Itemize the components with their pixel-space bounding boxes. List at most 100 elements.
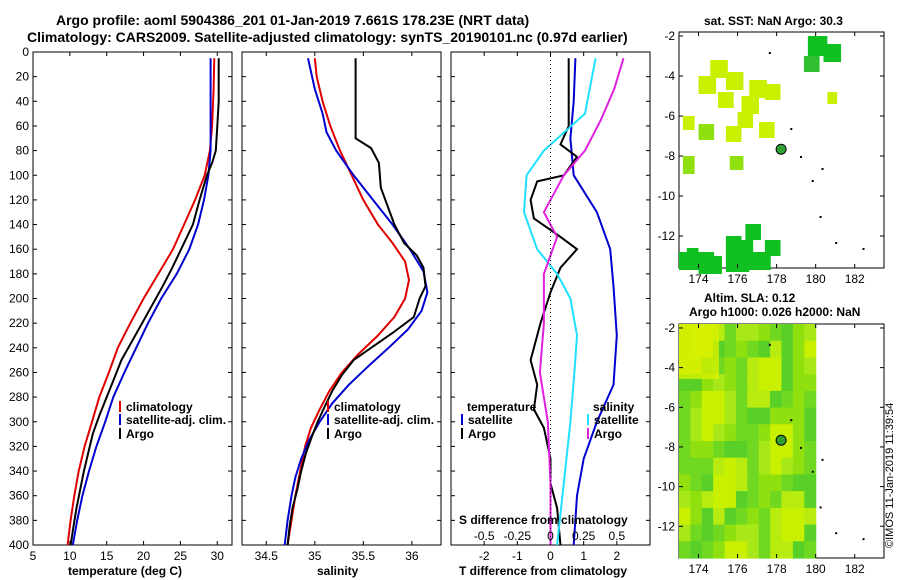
plot-frame bbox=[241, 51, 442, 546]
sst-cell bbox=[737, 112, 754, 128]
sla-cell bbox=[679, 374, 691, 392]
sla-cell bbox=[770, 507, 783, 526]
sla-cell bbox=[713, 541, 726, 559]
y-tick-label: -6 bbox=[664, 109, 675, 123]
legend-label-climatology: climatology bbox=[334, 400, 401, 414]
sla-cell bbox=[735, 340, 748, 359]
sst-map-title: sat. SST: NaN Argo: 30.3 bbox=[704, 14, 843, 28]
sla-cell bbox=[713, 507, 726, 526]
sla-cell bbox=[758, 507, 771, 526]
sla-cell bbox=[701, 390, 714, 409]
x-tick-label: 182 bbox=[845, 562, 865, 576]
sla-cell bbox=[713, 374, 726, 392]
legend-label-t-argo: Argo bbox=[468, 427, 496, 441]
sla-cell bbox=[701, 441, 714, 459]
sla-cell bbox=[713, 524, 726, 542]
y-tick-label: -8 bbox=[664, 440, 675, 454]
sla-cell bbox=[770, 340, 783, 359]
x-tick-label: 2 bbox=[613, 549, 620, 563]
sla-cell bbox=[735, 374, 748, 392]
island-mark bbox=[790, 128, 793, 130]
difference-legend-salinity: salinity satellite Argo bbox=[587, 400, 639, 441]
x-tick-label: 182 bbox=[845, 272, 865, 286]
difference-panel: -2 -1 0 1 2 -0.5 -0.25 0 0.25 0.5 bbox=[450, 51, 651, 563]
sla-cell bbox=[724, 340, 737, 359]
y-tick-label: 20 bbox=[16, 70, 30, 84]
sst-cell bbox=[682, 116, 695, 130]
sla-cell bbox=[770, 407, 783, 425]
y-tick-label: -6 bbox=[664, 400, 675, 414]
x-tick-label: 0 bbox=[547, 549, 554, 563]
sla-cell bbox=[679, 541, 691, 559]
sla-cell bbox=[770, 524, 783, 542]
x-tick-label: 36 bbox=[405, 549, 419, 563]
s-x-tick-label: -0.25 bbox=[504, 529, 532, 543]
sla-cell bbox=[735, 541, 748, 559]
sst-cell bbox=[823, 44, 842, 62]
sla-cell bbox=[804, 491, 817, 509]
sla-cell bbox=[804, 390, 817, 409]
legend-title-salinity: salinity bbox=[593, 400, 635, 414]
sla-cell bbox=[735, 424, 748, 442]
legend-label-t-satellite: satellite bbox=[468, 413, 513, 427]
x-tick-label: 15 bbox=[100, 549, 114, 563]
sla-cell bbox=[735, 390, 748, 409]
y-tick-label: 120 bbox=[9, 193, 29, 207]
sla-cell bbox=[781, 424, 794, 442]
sla-cell bbox=[701, 507, 714, 526]
series-line-t-satellite bbox=[569, 58, 618, 546]
sla-cell bbox=[804, 441, 817, 459]
x-tick-label: 174 bbox=[689, 562, 709, 576]
island-mark bbox=[800, 156, 803, 158]
sla-cell bbox=[781, 457, 794, 476]
sla-cell bbox=[690, 457, 703, 476]
salinity-legend: climatology satellite-adj. clim. Argo bbox=[327, 400, 434, 441]
sla-cell bbox=[770, 457, 783, 476]
y-tick-label: -12 bbox=[658, 229, 676, 243]
sla-cell bbox=[735, 407, 748, 425]
y-tick-label: -10 bbox=[658, 480, 676, 494]
sla-cell bbox=[781, 324, 794, 342]
sst-cell bbox=[807, 36, 828, 56]
sla-map-title-line1: Altim. SLA: 0.12 bbox=[704, 291, 796, 305]
x-tick-label: 180 bbox=[806, 562, 826, 576]
sla-cell bbox=[735, 507, 748, 526]
sla-cell bbox=[690, 424, 703, 442]
island-mark bbox=[768, 343, 771, 346]
sla-cell bbox=[690, 407, 703, 425]
sla-cell bbox=[758, 441, 771, 459]
argo-location-marker bbox=[775, 143, 787, 155]
y-tick-label: 60 bbox=[16, 119, 30, 133]
series-line-s-satellite bbox=[522, 58, 597, 546]
series-line-argo bbox=[286, 58, 427, 546]
sla-cell bbox=[758, 324, 771, 342]
sst-cell bbox=[725, 252, 750, 272]
sst-cell bbox=[698, 124, 715, 140]
sla-cell bbox=[781, 441, 794, 459]
sla-cell bbox=[679, 507, 691, 526]
sla-cell bbox=[758, 424, 771, 442]
sla-cell bbox=[713, 491, 726, 509]
sla-cell bbox=[724, 441, 737, 459]
sla-cell bbox=[792, 407, 805, 425]
sla-cell bbox=[713, 324, 726, 342]
sla-cell bbox=[679, 491, 691, 509]
sla-cell bbox=[679, 441, 691, 459]
x-tick-label: 176 bbox=[728, 562, 748, 576]
legend-title-temperature: temperature bbox=[467, 400, 537, 414]
sst-cell bbox=[698, 76, 717, 94]
sla-cell bbox=[724, 374, 737, 392]
sst-cell bbox=[682, 156, 695, 174]
sla-cell bbox=[724, 407, 737, 425]
difference-legend-temperature: temperature satellite Argo bbox=[461, 400, 537, 441]
y-tick-label: -4 bbox=[664, 69, 675, 83]
island-mark bbox=[819, 506, 822, 509]
sla-cell bbox=[758, 491, 771, 509]
sst-cell bbox=[718, 92, 734, 108]
sst-cell bbox=[725, 126, 742, 142]
sla-cell bbox=[735, 357, 748, 375]
sla-cell bbox=[792, 390, 805, 409]
sla-cell bbox=[735, 457, 748, 476]
x-tick-label: 35 bbox=[308, 549, 322, 563]
